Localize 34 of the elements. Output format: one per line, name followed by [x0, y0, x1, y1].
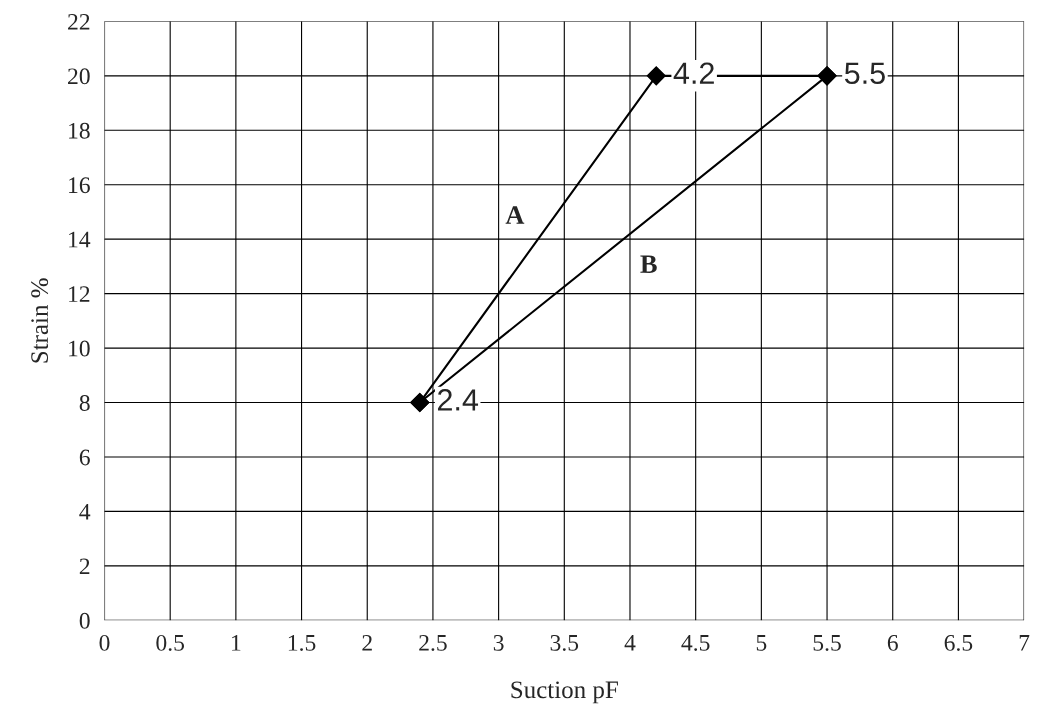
- y-tick-label: 20: [68, 68, 90, 85]
- annotation: 4.2: [673, 62, 714, 84]
- x-tick-label: 0: [99, 634, 110, 651]
- y-tick-label: 0: [79, 612, 90, 629]
- y-tick-label: 10: [69, 340, 90, 357]
- x-tick-label: 6: [887, 634, 898, 651]
- x-tick-label: 5.5: [813, 635, 841, 651]
- x-tick-label: 1: [232, 635, 241, 651]
- y-tick-label: 16: [69, 177, 90, 194]
- x-tick-label: 3.5: [550, 634, 579, 651]
- x-tick-label: 2.5: [419, 634, 447, 651]
- x-tick-label: 6.5: [944, 634, 973, 651]
- y-tick-label: 14: [69, 231, 91, 248]
- y-tick-label: 18: [69, 122, 90, 139]
- x-tick-label: 4: [624, 635, 636, 651]
- annotation: 5.5: [844, 62, 885, 85]
- annotation: 2.4: [438, 389, 479, 411]
- x-tick-label: 5: [756, 635, 767, 651]
- x-tick-label: 3: [493, 634, 504, 651]
- y-tick-label: 22: [68, 13, 90, 30]
- x-tick-label: 4.5: [681, 635, 710, 651]
- y-axis-title: Strain %: [31, 278, 49, 363]
- annotation: B: [640, 255, 657, 273]
- y-tick-label: 2: [79, 558, 90, 575]
- y-tick-label: 4: [79, 504, 91, 520]
- y-tick-label: 6: [79, 449, 90, 466]
- y-tick-label: 12: [69, 286, 90, 302]
- x-tick-label: 2: [362, 634, 372, 651]
- annotation: A: [505, 206, 525, 224]
- x-tick-label: 1.5: [288, 635, 316, 651]
- x-tick-label: 0.5: [156, 634, 185, 651]
- x-tick-label: 7: [1019, 635, 1030, 651]
- y-tick-label: 8: [79, 395, 90, 411]
- x-axis-title: Suction pF: [511, 681, 618, 704]
